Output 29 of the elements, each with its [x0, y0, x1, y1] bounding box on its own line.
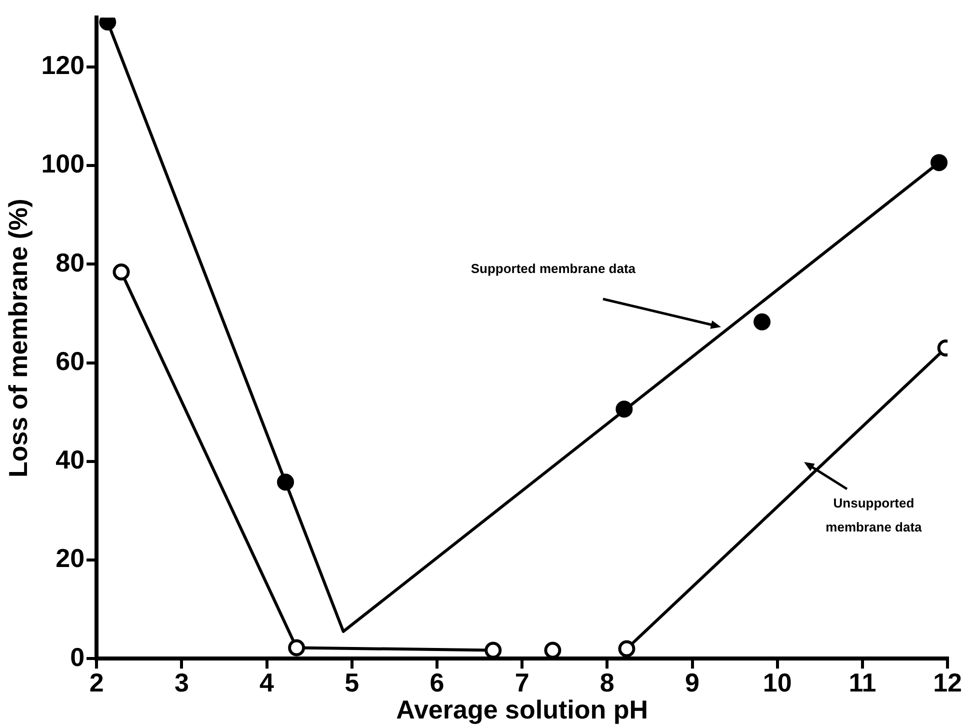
point — [288, 639, 306, 656]
x-tick-label: 11 — [848, 667, 876, 698]
point — [930, 154, 948, 172]
y-tick-label: 40 — [56, 444, 85, 475]
x-tick-label: 12 — [933, 667, 962, 698]
x-tick-label: 8 — [600, 667, 614, 698]
x-tick-label: 10 — [762, 667, 792, 698]
x-tick-label: 3 — [174, 667, 189, 698]
point — [276, 474, 294, 491]
annotation: Supported membrane data — [470, 260, 636, 276]
x-tick-label: 4 — [260, 667, 275, 698]
x-tick-label: 6 — [430, 667, 444, 698]
y-tick-label: 60 — [56, 346, 85, 376]
y-tick-label: 80 — [56, 247, 85, 278]
x-tick-label: 2 — [89, 667, 104, 698]
y-axis-title: Loss of membrane (%) — [2, 198, 33, 478]
point — [754, 313, 771, 330]
y-tick-label: 100 — [41, 148, 85, 179]
x-tick-label: 7 — [514, 667, 530, 698]
x-axis-title: Average solution pH — [396, 694, 648, 725]
point — [616, 400, 633, 418]
annotation: Unsupported membrane data — [826, 495, 923, 534]
point — [618, 640, 636, 658]
y-tick-label: 120 — [41, 50, 85, 80]
y-tick-label: 0 — [70, 642, 85, 672]
x-tick-label: 5 — [344, 667, 360, 698]
y-tick-label: 20 — [56, 543, 85, 574]
x-tick-label: 9 — [685, 667, 700, 698]
point — [112, 264, 130, 281]
